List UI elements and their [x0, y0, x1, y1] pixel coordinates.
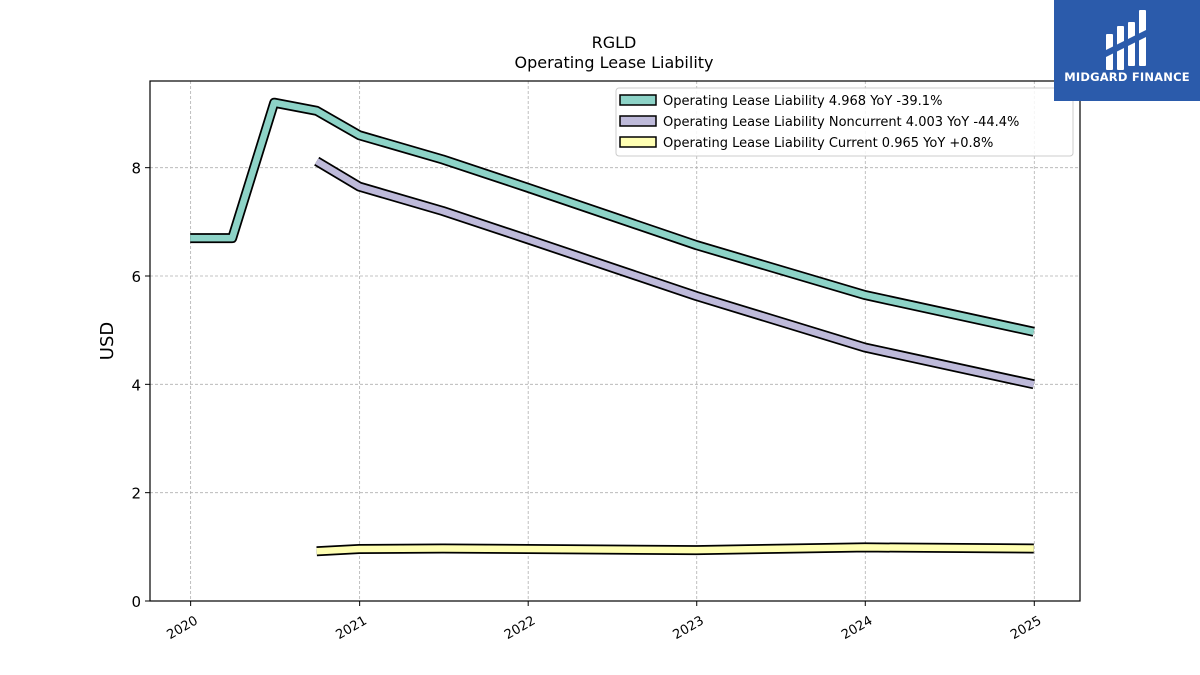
legend-box	[615, 87, 1074, 157]
chart-title: RGLD	[592, 33, 637, 52]
y-axis: 0 2 4 6 8	[131, 160, 150, 611]
legend-label: Operating Lease Liability Noncurrent 4.0…	[663, 115, 1019, 130]
series-lines	[190, 97, 1035, 557]
midgard-finance-logo: MIDGARD FINANCE	[1054, 0, 1200, 101]
series-line-operating-lease-liability-current	[316, 544, 1034, 555]
x-tick-label: 2025	[1008, 613, 1044, 643]
x-tick-label: 2022	[502, 613, 538, 643]
y-tick-label: 8	[131, 160, 141, 178]
legend-swatch	[619, 136, 657, 148]
y-tick-label: 2	[131, 485, 141, 503]
legend-label: Operating Lease Liability 4.968 YoY -39.…	[663, 94, 942, 109]
legend-swatch	[619, 115, 657, 127]
legend: Operating Lease Liability 4.968 YoY -39.…	[615, 87, 1074, 157]
x-tick-label: 2021	[333, 613, 369, 643]
y-tick-label: 4	[131, 376, 141, 394]
x-tick-label: 2024	[839, 613, 875, 643]
legend-swatch	[619, 94, 657, 106]
series-line-operating-lease-liability-noncurrent	[315, 158, 1035, 388]
logo-mark-icon	[1106, 10, 1146, 70]
grid	[150, 81, 1080, 601]
series-line-operating-lease-liability	[190, 99, 1035, 335]
legend-label: Operating Lease Liability Current 0.965 …	[663, 136, 993, 151]
y-axis-label: USD	[97, 322, 118, 360]
x-tick-label: 2023	[671, 613, 707, 643]
x-tick-label: 2020	[164, 613, 200, 643]
logo-text: MIDGARD FINANCE	[1064, 70, 1190, 84]
y-tick-label: 6	[131, 268, 141, 286]
plot-frame	[149, 80, 1081, 602]
series-outline-operating-lease-liability-noncurrent	[314, 156, 1035, 390]
y-tick-label: 0	[131, 593, 141, 611]
chart-subtitle: Operating Lease Liability	[514, 53, 713, 72]
x-axis: 2020 2021 2022 2023 2024 2025	[164, 601, 1044, 643]
